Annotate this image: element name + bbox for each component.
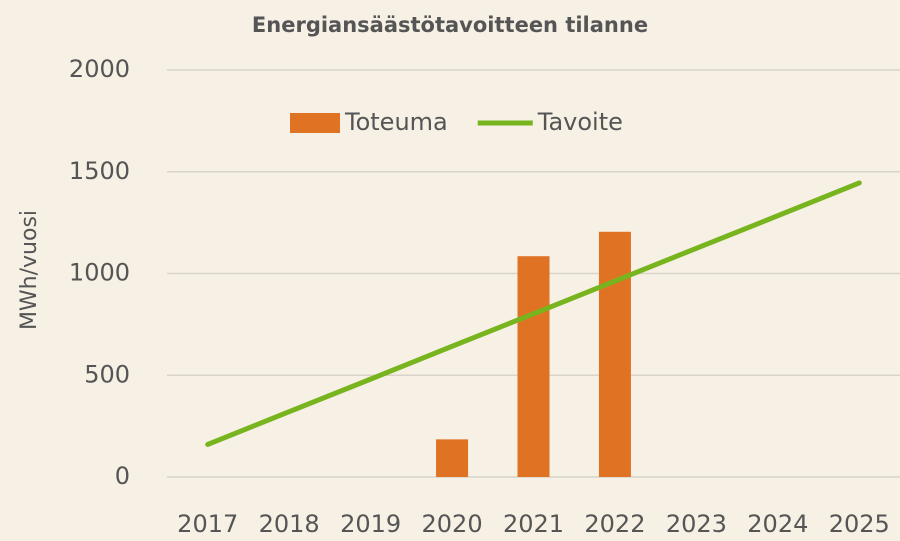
bar xyxy=(598,231,631,477)
legend-label: Toteuma xyxy=(344,108,448,136)
x-tick-label: 2018 xyxy=(259,510,320,538)
bar xyxy=(517,256,550,477)
y-axis-label: MWh/vuosi xyxy=(17,210,42,330)
x-tick-label: 2023 xyxy=(666,510,727,538)
x-tick-label: 2020 xyxy=(422,510,483,538)
y-tick-label: 500 xyxy=(84,360,130,388)
x-tick-label: 2021 xyxy=(503,510,564,538)
y-tick-label: 1000 xyxy=(69,259,130,287)
line xyxy=(205,180,862,447)
legend-label: Tavoite xyxy=(537,108,623,136)
y-tick-label: 0 xyxy=(115,462,130,490)
chart-title: Energiansäästötavoitteen tilanne xyxy=(252,13,648,37)
x-tick-label: 2017 xyxy=(177,510,238,538)
x-tick-label: 2025 xyxy=(829,510,890,538)
y-tick-label: 2000 xyxy=(69,55,130,83)
y-tick-label: 1500 xyxy=(69,157,130,185)
bar xyxy=(436,439,469,477)
x-tick-label: 2024 xyxy=(747,510,808,538)
x-tick-label: 2019 xyxy=(340,510,401,538)
x-tick-label: 2022 xyxy=(584,510,645,538)
legend-swatch xyxy=(290,113,340,133)
